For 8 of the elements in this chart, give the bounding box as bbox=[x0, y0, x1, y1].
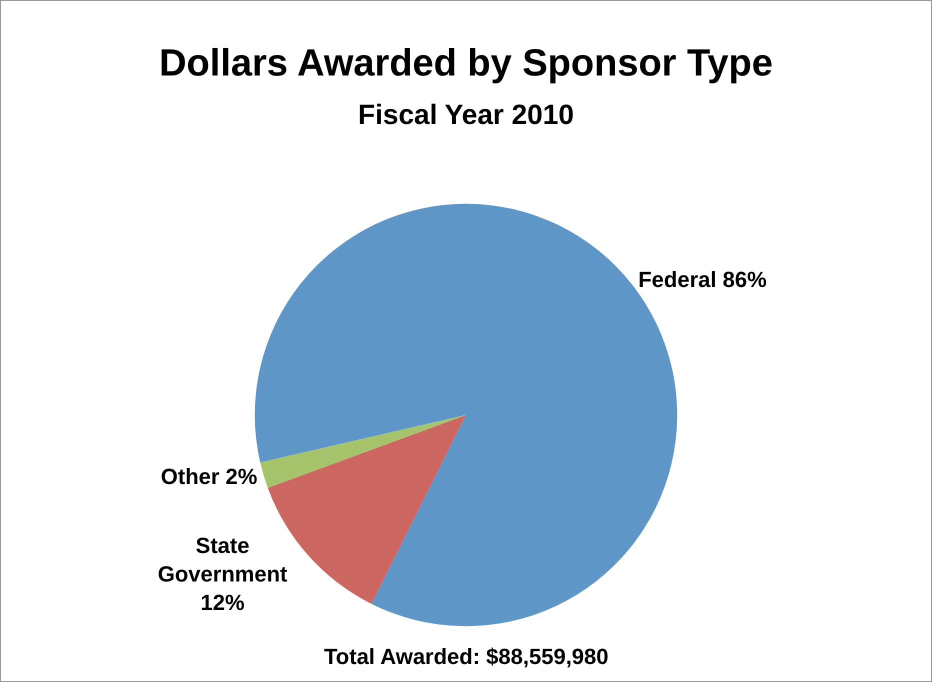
data-label: 12% bbox=[200, 590, 245, 616]
chart-title: Dollars Awarded by Sponsor Type bbox=[159, 42, 773, 84]
chart-subtitle: Fiscal Year 2010 bbox=[358, 99, 574, 130]
text: Total Awarded: $88,559,980 bbox=[324, 644, 609, 669]
slice-label: State Government bbox=[158, 532, 288, 587]
slice-label: Federal 86% bbox=[638, 267, 767, 292]
pie-slice bbox=[260, 415, 466, 488]
slice-label: Other 2% bbox=[160, 464, 258, 489]
